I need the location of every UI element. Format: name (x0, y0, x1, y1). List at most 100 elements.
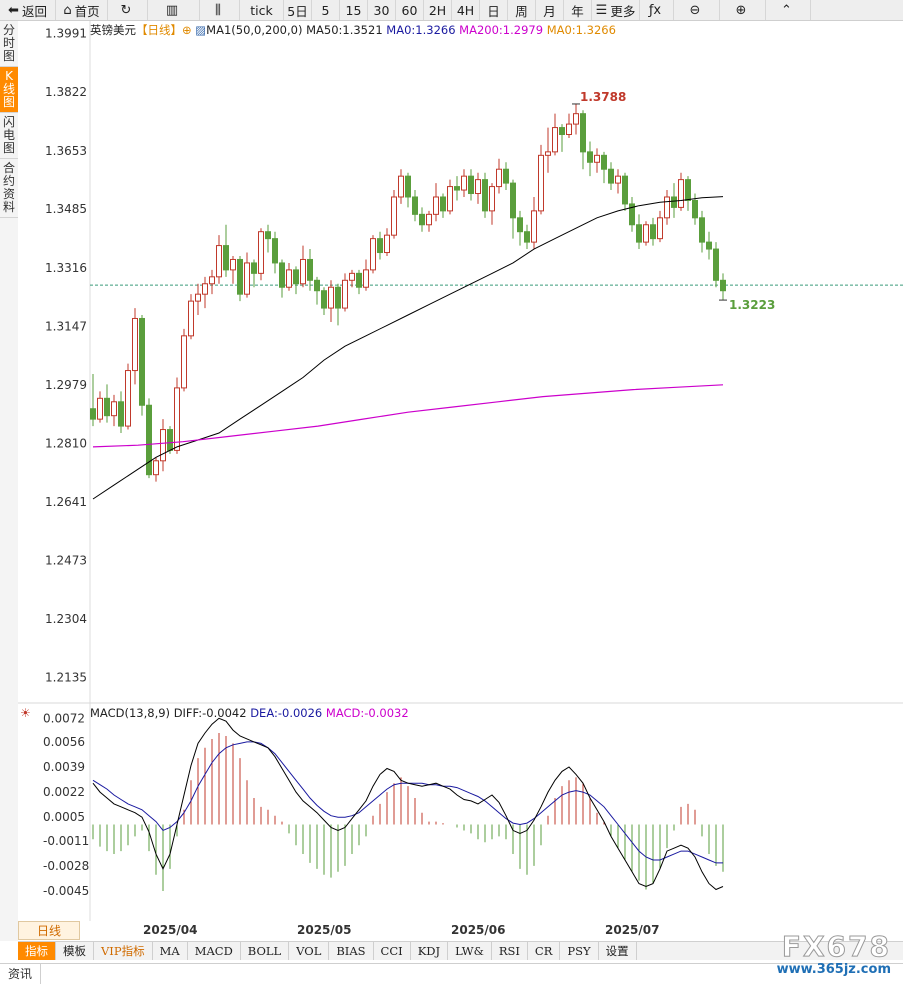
toolbar-item-2[interactable]: ↻ (108, 0, 148, 20)
price-tick-label: 1.2810 (45, 436, 87, 450)
toolbar-item-16[interactable]: 年 (564, 0, 592, 20)
indicator-tab-13[interactable]: PSY (560, 942, 599, 960)
candle-body (713, 248, 719, 281)
period-label[interactable]: 日线 (18, 921, 80, 940)
candle-body (244, 262, 250, 295)
candle-body (111, 401, 117, 417)
toolbar-item-17[interactable]: ☰ 更多 (592, 0, 640, 20)
candle-body (223, 245, 229, 271)
candle-body (251, 262, 257, 274)
toolbar-item-4[interactable]: ⫼ (200, 0, 240, 20)
candle-body (384, 234, 390, 254)
macd-legend-item: MACD(13,8,9) (90, 706, 174, 720)
kline-chart[interactable]: 1.3991 1.3822 1.3653 1.3485 1.3316 1.3147 1.29… (18, 21, 903, 941)
price-tick-label: 1.2304 (45, 612, 87, 626)
toolbar-item-3[interactable]: ▥ (148, 0, 200, 20)
candle-body (335, 286, 341, 309)
sidebar-tab-2[interactable]: 闪电图 (0, 113, 18, 159)
indicator-tab-8[interactable]: CCI (374, 942, 411, 960)
tab-news[interactable]: 资讯 (0, 964, 41, 984)
indicator-tab-5[interactable]: BOLL (241, 942, 290, 960)
toolbar-item-13[interactable]: 日 (480, 0, 508, 20)
toolbar-item-19[interactable]: ⊖ (674, 0, 720, 20)
toolbar-item-15[interactable]: 月 (536, 0, 564, 20)
candle-body (503, 168, 509, 184)
home-icon: ⌂ (63, 2, 72, 18)
candle-body (650, 224, 656, 240)
candle-body (174, 387, 180, 451)
toolbar-item-7[interactable]: 5 (312, 0, 340, 20)
toolbar-item-1[interactable]: ⌂ 首页 (56, 0, 108, 20)
indicator-tab-0[interactable]: 指标 (18, 942, 56, 960)
candle-body (615, 175, 621, 184)
price-tick-label: 1.3822 (45, 85, 87, 99)
indicator-tab-7[interactable]: BIAS (329, 942, 374, 960)
indicator-tab-11[interactable]: RSI (492, 942, 528, 960)
toolbar-label: 5日 (287, 3, 308, 19)
candle-body (433, 196, 439, 215)
sidebar-tab-0[interactable]: 分时图 (0, 21, 18, 67)
indicator-tab-4[interactable]: MACD (188, 942, 241, 960)
candle-body (440, 196, 446, 212)
toolbar-item-10[interactable]: 60 (396, 0, 424, 20)
indicator-tab-9[interactable]: KDJ (411, 942, 449, 960)
toolbar-label: tick (250, 2, 273, 18)
candle-body (181, 335, 187, 389)
candle-body (573, 113, 579, 125)
candle-body (188, 300, 194, 337)
toolbar-label: 2H (428, 2, 447, 18)
indicator-tab-6[interactable]: VOL (289, 942, 330, 960)
candle-body (622, 175, 628, 205)
candle-body (230, 258, 236, 271)
price-tick-label: 1.2979 (45, 378, 87, 392)
candle-body (468, 175, 474, 195)
price-tick-label: 1.3316 (45, 261, 87, 275)
candle-body (671, 196, 677, 208)
toolbar-item-18[interactable]: ƒx (640, 0, 674, 20)
candle-body (90, 408, 96, 420)
legend-item: 英镑美元 (90, 23, 136, 37)
sidebar-tab-1[interactable]: K线图 (0, 67, 18, 113)
toolbar-item-8[interactable]: 15 (340, 0, 368, 20)
settings-sun-icon: ☀ (20, 706, 31, 720)
back-arrow-icon: ⬅ (8, 2, 19, 18)
candle-body (510, 182, 516, 219)
candle-body (524, 231, 530, 243)
candle-body (566, 123, 572, 136)
indicator-tab-3[interactable]: MA (153, 942, 188, 960)
candle-body (629, 203, 635, 226)
candle-body (657, 217, 663, 240)
candle-body (398, 175, 404, 198)
candle-body (699, 217, 705, 243)
toolbar-item-14[interactable]: 周 (508, 0, 536, 20)
indicator-tab-1[interactable]: 模板 (56, 942, 94, 960)
toolbar-item-5[interactable]: tick (240, 0, 284, 20)
macd-tick-label: 0.0039 (43, 760, 85, 774)
candle-body (160, 429, 166, 462)
indicator-tab-12[interactable]: CR (528, 942, 561, 960)
indicator-tab-2[interactable]: VIP指标 (94, 942, 153, 960)
toolbar-label: 月 (543, 3, 556, 19)
indicator-tab-14[interactable]: 设置 (599, 942, 637, 960)
candle-body (356, 272, 362, 288)
price-tick-label: 1.2473 (45, 553, 87, 567)
toolbar-item-20[interactable]: ⊕ (720, 0, 766, 20)
candle-body (279, 262, 285, 288)
toolbar-label: 周 (515, 3, 528, 19)
candle-body (594, 154, 600, 163)
candle-body (601, 154, 607, 170)
toolbar-label: 返回 (21, 3, 47, 19)
toolbar-item-9[interactable]: 30 (368, 0, 396, 20)
toolbar-item-21[interactable]: ⌃ (766, 0, 811, 20)
toolbar-item-11[interactable]: 2H (424, 0, 452, 20)
toolbar-item-12[interactable]: 4H (452, 0, 480, 20)
function-icon: ƒx (648, 2, 662, 18)
candle-body (545, 151, 551, 156)
macd-legend: MACD(13,8,9) DIFF:-0.0042 DEA:-0.0026 MA… (90, 706, 409, 720)
sidebar-tab-3[interactable]: 合约资料 (0, 159, 18, 218)
toolbar-item-0[interactable]: ⬅ 返回 (0, 0, 56, 20)
main-legend: 英镑美元【日线】⊕ ▨MA1(50,0,200,0) MA50:1.3521 M… (90, 23, 616, 37)
toolbar-item-6[interactable]: 5日 (284, 0, 312, 20)
indicator-tab-10[interactable]: LW& (448, 942, 492, 960)
macd-tick-label: -0.0045 (43, 884, 89, 898)
